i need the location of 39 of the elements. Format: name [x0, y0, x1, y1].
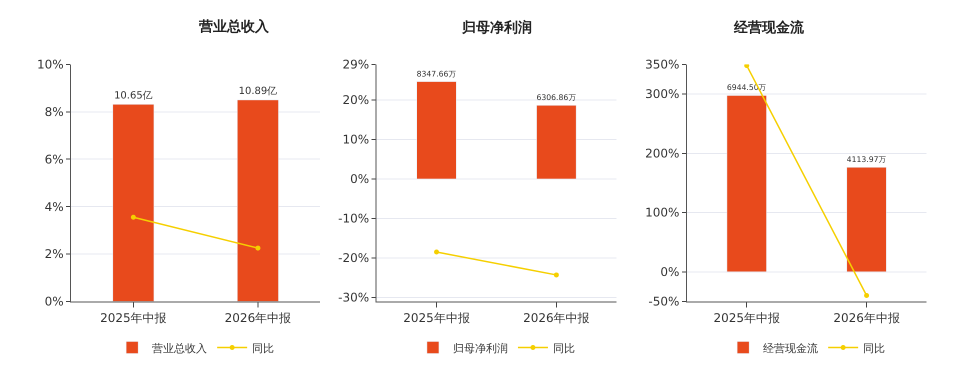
category-label: 2026年中报	[224, 310, 292, 325]
chart-title: 经营现金流	[733, 19, 805, 36]
data-label: 8347.66万	[416, 69, 456, 78]
y-tick-label: 0%	[350, 172, 370, 186]
legend-label: 归母净利润	[452, 342, 508, 355]
data-label: 4113.97万	[846, 155, 886, 164]
category-label: 2025年中报	[100, 310, 167, 325]
data-label: 10.65亿	[114, 90, 153, 102]
y-tick-label: 0%	[660, 264, 680, 279]
y-tick-label: 29%	[342, 58, 370, 72]
legend-label: 同比	[863, 342, 886, 355]
y-tick-label: 20%	[342, 93, 370, 108]
legend-label: 经营现金流	[763, 342, 818, 355]
chart-title: 营业总收入	[198, 19, 270, 35]
y-tick-label: -50%	[648, 294, 680, 309]
chart-title: 归母净利润	[461, 19, 532, 36]
y-tick-label: -30%	[338, 290, 370, 305]
y-tick-label: 100%	[645, 206, 680, 220]
category-label: 2025年中报	[403, 310, 470, 325]
category-label: 2025年中报	[713, 310, 780, 325]
y-tick-label: 2%	[44, 247, 64, 262]
legend-label: 营业总收入	[152, 342, 208, 355]
data-label: 6306.86万	[536, 93, 576, 102]
y-tick-label: 200%	[645, 146, 680, 160]
legend-label: 同比	[252, 342, 274, 355]
y-tick-label: 8%	[44, 105, 64, 119]
y-tick-label: 10%	[37, 58, 64, 72]
y-tick-label: 6%	[44, 152, 64, 166]
y-tick-label: -20%	[338, 251, 370, 266]
category-label: 2026年中报	[833, 310, 900, 325]
y-tick-label: 0%	[44, 294, 64, 309]
y-tick-label: 350%	[645, 58, 680, 72]
category-label: 2026年中报	[523, 310, 590, 325]
legend-label: 同比	[552, 342, 575, 355]
y-tick-label: 4%	[44, 200, 64, 214]
y-tick-label: 10%	[342, 132, 370, 147]
y-tick-label: -10%	[338, 212, 370, 226]
y-tick-label: 300%	[645, 87, 680, 102]
data-label: 10.89亿	[238, 86, 278, 97]
